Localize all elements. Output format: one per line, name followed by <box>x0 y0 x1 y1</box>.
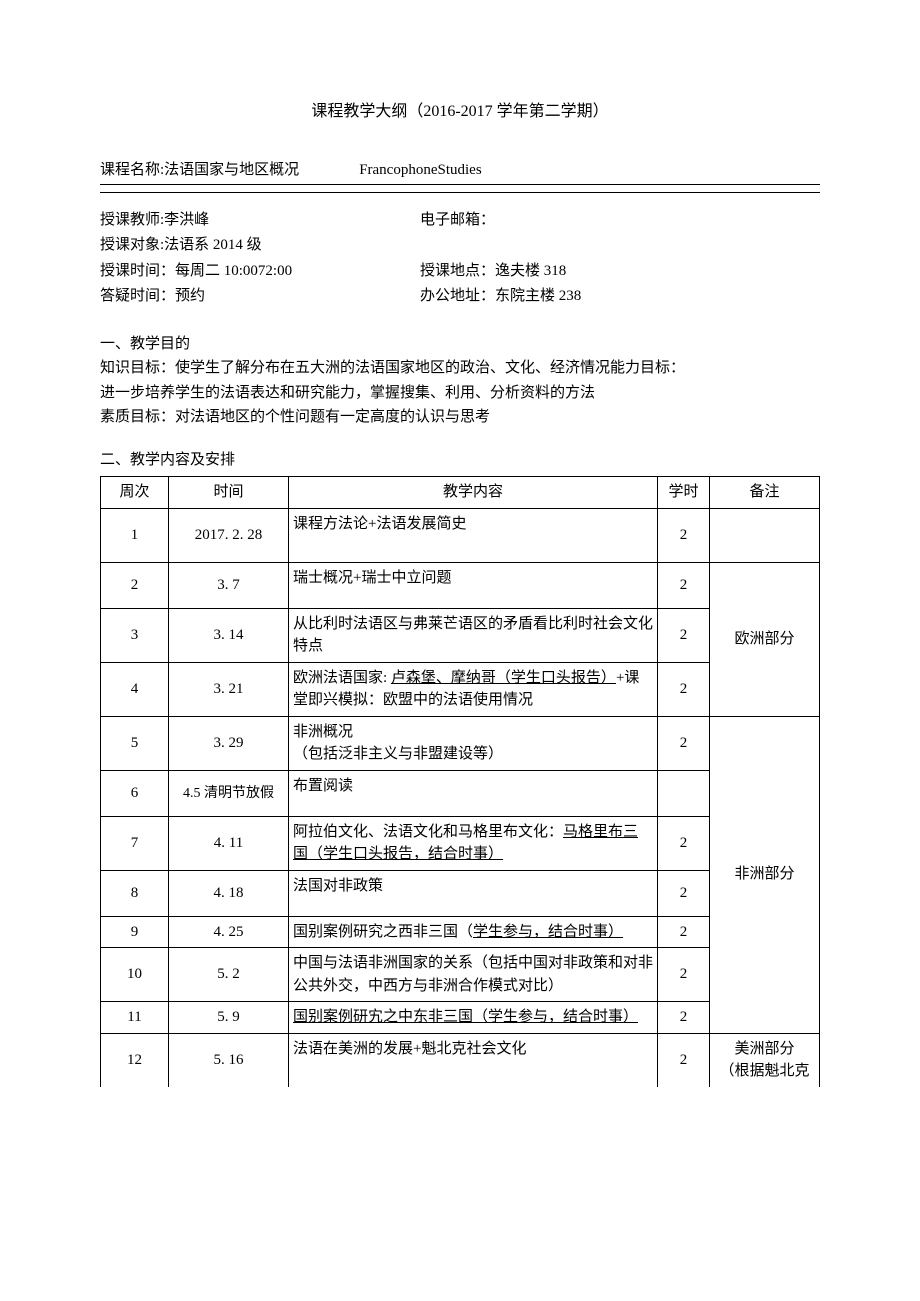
cell-hours: 2 <box>658 562 710 608</box>
cell-hours <box>658 770 710 816</box>
audience-value: 法语系 2014 级 <box>164 237 262 253</box>
cell-date: 3. 21 <box>169 662 289 716</box>
info-block: 授课教师:李洪峰 电子邮箱： 授课对象:法语系 2014 级 授课时间：每周二 … <box>100 209 820 308</box>
cell-content: 从比利时法语区与弗莱芒语区的矛盾看比利时社会文化特点 <box>289 608 658 662</box>
time-label: 授课时间： <box>100 263 175 279</box>
location-value: 逸夫楼 318 <box>495 263 566 279</box>
table-row: 12 5. 16 法语在美洲的发展+魁北克社会文化 2 美洲部分（根据魁北克 <box>101 1033 820 1087</box>
cell-hours: 2 <box>658 608 710 662</box>
table-row: 1 2017. 2. 28 课程方法论+法语发展简史 2 <box>101 508 820 562</box>
cell-content: 法国对非政策 <box>289 870 658 916</box>
cell-week: 5 <box>101 716 169 770</box>
cell-week: 9 <box>101 916 169 948</box>
blank-underline <box>100 189 820 193</box>
office-value: 东院主楼 238 <box>495 288 581 304</box>
cell-content: 瑞士概况+瑞士中立问题 <box>289 562 658 608</box>
location-label: 授课地点： <box>420 263 495 279</box>
cell-date: 3. 14 <box>169 608 289 662</box>
teacher-value: 李洪峰 <box>164 212 209 228</box>
cell-week: 4 <box>101 662 169 716</box>
cell-date: 4. 25 <box>169 916 289 948</box>
cell-content: 课程方法论+法语发展简史 <box>289 508 658 562</box>
th-hours: 学时 <box>658 477 710 509</box>
schedule-table: 周次 时间 教学内容 学时 备注 1 2017. 2. 28 课程方法论+法语发… <box>100 476 820 1087</box>
cell-date: 5. 2 <box>169 948 289 1002</box>
cell-week: 7 <box>101 816 169 870</box>
cell-week: 8 <box>101 870 169 916</box>
table-header-row: 周次 时间 教学内容 学时 备注 <box>101 477 820 509</box>
table-row: 5 3. 29 非洲概况 （包括泛非主义与非盟建设等） 2 非洲部分 <box>101 716 820 770</box>
course-name-label: 课程名称: <box>100 159 164 182</box>
table-row: 2 3. 7 瑞士概况+瑞士中立问题 2 欧洲部分 <box>101 562 820 608</box>
teacher-label: 授课教师: <box>100 212 164 228</box>
cell-hours: 2 <box>658 662 710 716</box>
cell-date: 4. 11 <box>169 816 289 870</box>
cell-hours: 2 <box>658 870 710 916</box>
objective-line2: 进一步培养学生的法语表达和研究能力，掌握搜集、利用、分析资料的方法 <box>100 382 820 405</box>
cell-note <box>710 508 820 562</box>
course-name-row: 课程名称: 法语国家与地区概况 FrancophoneStudies <box>100 159 820 185</box>
cell-date: 3. 7 <box>169 562 289 608</box>
th-content: 教学内容 <box>289 477 658 509</box>
cell-week: 11 <box>101 1002 169 1034</box>
cell-week: 10 <box>101 948 169 1002</box>
cell-content: 欧洲法语国家: 卢森堡、摩纳哥（学生口头报告）+课堂即兴模拟：欧盟中的法语使用情… <box>289 662 658 716</box>
cell-content: 阿拉伯文化、法语文化和马格里布文化：马格里布三国（学生口头报告，结合时事） <box>289 816 658 870</box>
cell-content: 布置阅读 <box>289 770 658 816</box>
objective-line3: 素质目标：对法语地区的个性问题有一定高度的认识与思考 <box>100 406 820 429</box>
th-week: 周次 <box>101 477 169 509</box>
cell-hours: 2 <box>658 716 710 770</box>
cell-content: 法语在美洲的发展+魁北克社会文化 <box>289 1033 658 1087</box>
time-value: 每周二 10:0072:00 <box>175 263 292 279</box>
cell-hours: 2 <box>658 508 710 562</box>
course-name-en: FrancophoneStudies <box>359 159 481 182</box>
course-name-cn: 法语国家与地区概况 <box>164 159 299 182</box>
cell-content: 中国与法语非洲国家的关系（包括中国对非政策和对非公共外交，中西方与非洲合作模式对… <box>289 948 658 1002</box>
cell-date: 4.5 清明节放假 <box>169 770 289 816</box>
cell-hours: 2 <box>658 948 710 1002</box>
th-date: 时间 <box>169 477 289 509</box>
cell-note-africa: 非洲部分 <box>710 716 820 1033</box>
cell-hours: 2 <box>658 1033 710 1087</box>
cell-week: 3 <box>101 608 169 662</box>
objective-line1: 知识目标：使学生了解分布在五大洲的法语国家地区的政治、文化、经济情况能力目标： <box>100 357 820 380</box>
cell-week: 6 <box>101 770 169 816</box>
cell-date: 5. 16 <box>169 1033 289 1087</box>
th-note: 备注 <box>710 477 820 509</box>
cell-content: 国别案例研宄之中东非三国（学生参与，结合时事） <box>289 1002 658 1034</box>
cell-week: 2 <box>101 562 169 608</box>
section1-title: 一、教学目的 <box>100 333 820 356</box>
cell-note-europe: 欧洲部分 <box>710 562 820 716</box>
cell-week: 1 <box>101 508 169 562</box>
cell-content: 非洲概况 （包括泛非主义与非盟建设等） <box>289 716 658 770</box>
cell-hours: 2 <box>658 916 710 948</box>
cell-date: 4. 18 <box>169 870 289 916</box>
cell-date: 5. 9 <box>169 1002 289 1034</box>
qa-value: 预约 <box>175 288 205 304</box>
cell-week: 12 <box>101 1033 169 1087</box>
cell-hours: 2 <box>658 816 710 870</box>
cell-hours: 2 <box>658 1002 710 1034</box>
cell-note-america: 美洲部分（根据魁北克 <box>710 1033 820 1087</box>
audience-label: 授课对象: <box>100 237 164 253</box>
cell-content: 国别案例研究之西非三国（学生参与，结合时事） <box>289 916 658 948</box>
cell-date: 2017. 2. 28 <box>169 508 289 562</box>
cell-date: 3. 29 <box>169 716 289 770</box>
qa-label: 答疑时间： <box>100 288 175 304</box>
office-label: 办公地址： <box>420 288 495 304</box>
section2-title: 二、教学内容及安排 <box>100 449 820 472</box>
page-title: 课程教学大纲（2016-2017 学年第二学期） <box>100 100 820 124</box>
email-label: 电子邮箱： <box>420 212 495 228</box>
section-objectives: 一、教学目的 知识目标：使学生了解分布在五大洲的法语国家地区的政治、文化、经济情… <box>100 333 820 429</box>
